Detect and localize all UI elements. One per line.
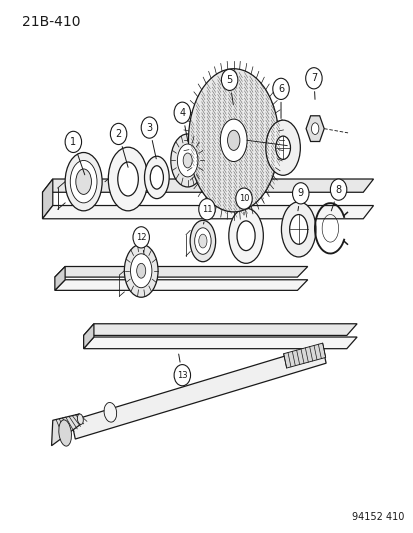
Ellipse shape xyxy=(104,402,116,422)
Ellipse shape xyxy=(194,228,211,254)
Circle shape xyxy=(174,102,190,123)
Polygon shape xyxy=(55,266,65,290)
Ellipse shape xyxy=(144,156,169,199)
Circle shape xyxy=(110,123,126,144)
Polygon shape xyxy=(83,337,356,349)
Ellipse shape xyxy=(150,166,163,189)
Circle shape xyxy=(133,227,149,248)
Ellipse shape xyxy=(183,153,192,168)
Ellipse shape xyxy=(237,221,254,251)
Ellipse shape xyxy=(289,215,307,244)
Ellipse shape xyxy=(198,234,206,248)
Text: 6: 6 xyxy=(277,84,283,94)
Circle shape xyxy=(330,179,346,200)
Ellipse shape xyxy=(311,123,318,134)
Ellipse shape xyxy=(171,134,204,187)
Text: 10: 10 xyxy=(238,194,249,203)
Ellipse shape xyxy=(177,144,197,177)
Text: 12: 12 xyxy=(135,233,146,242)
Polygon shape xyxy=(43,179,53,219)
Polygon shape xyxy=(283,343,325,368)
Text: 13: 13 xyxy=(177,370,187,379)
Ellipse shape xyxy=(220,119,247,161)
Text: 21B-410: 21B-410 xyxy=(22,14,80,29)
Circle shape xyxy=(305,68,321,89)
Circle shape xyxy=(272,78,289,100)
Text: 4: 4 xyxy=(179,108,185,118)
Ellipse shape xyxy=(124,244,158,297)
Ellipse shape xyxy=(108,147,147,211)
Polygon shape xyxy=(52,414,80,446)
Text: 3: 3 xyxy=(146,123,152,133)
Text: 1: 1 xyxy=(70,137,76,147)
Ellipse shape xyxy=(227,130,239,150)
Polygon shape xyxy=(83,324,94,349)
Polygon shape xyxy=(43,206,373,219)
Ellipse shape xyxy=(281,202,315,257)
Circle shape xyxy=(174,365,190,386)
Ellipse shape xyxy=(130,254,152,288)
Ellipse shape xyxy=(65,152,102,211)
Polygon shape xyxy=(55,280,307,290)
Ellipse shape xyxy=(77,414,83,424)
Ellipse shape xyxy=(59,420,71,446)
Polygon shape xyxy=(55,266,307,277)
Ellipse shape xyxy=(228,208,263,263)
Ellipse shape xyxy=(190,220,215,262)
Circle shape xyxy=(235,188,252,209)
Polygon shape xyxy=(71,345,325,439)
Polygon shape xyxy=(83,324,356,335)
Circle shape xyxy=(221,69,237,91)
Ellipse shape xyxy=(70,160,97,203)
Text: 9: 9 xyxy=(297,188,303,198)
Circle shape xyxy=(65,131,81,152)
Text: 11: 11 xyxy=(201,205,212,214)
Text: 8: 8 xyxy=(335,184,341,195)
Ellipse shape xyxy=(76,169,91,195)
Ellipse shape xyxy=(188,69,278,212)
Text: 7: 7 xyxy=(310,73,316,83)
Polygon shape xyxy=(305,116,323,141)
Ellipse shape xyxy=(136,263,145,278)
Ellipse shape xyxy=(265,120,299,175)
Text: 5: 5 xyxy=(226,75,232,85)
Circle shape xyxy=(198,199,215,220)
Circle shape xyxy=(292,183,308,204)
Circle shape xyxy=(141,117,157,138)
Text: 94152 410: 94152 410 xyxy=(351,512,404,522)
Ellipse shape xyxy=(117,162,138,196)
Text: 2: 2 xyxy=(115,129,121,139)
Polygon shape xyxy=(43,179,373,192)
Ellipse shape xyxy=(275,136,290,159)
